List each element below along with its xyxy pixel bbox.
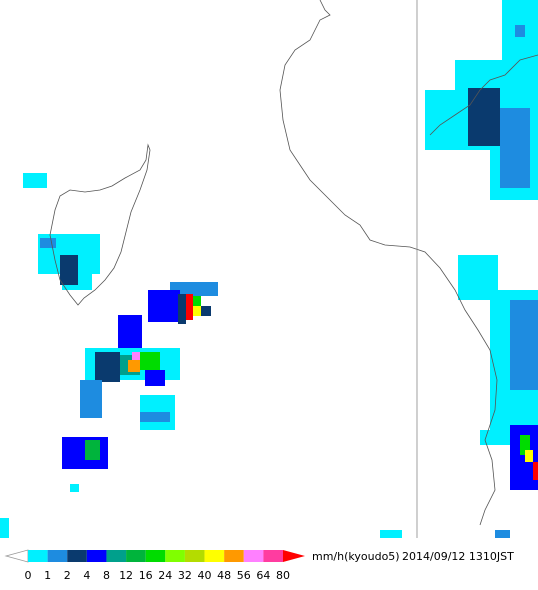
coastline bbox=[49, 143, 151, 306]
coastlines bbox=[49, 0, 538, 538]
colorbar-label: 0 bbox=[25, 569, 32, 582]
colorbar-label: 48 bbox=[217, 569, 231, 582]
colorbar-label: 8 bbox=[103, 569, 110, 582]
echo bbox=[170, 282, 218, 296]
echo bbox=[495, 530, 510, 538]
echo bbox=[193, 306, 201, 316]
colorbar-label: 56 bbox=[237, 569, 251, 582]
colorbar-label: 1 bbox=[44, 569, 51, 582]
colorbar-segment bbox=[224, 550, 244, 562]
echo bbox=[140, 352, 160, 370]
radar-echoes bbox=[0, 0, 538, 538]
echo bbox=[525, 450, 533, 462]
coastline bbox=[279, 0, 498, 526]
colorbar-label: 32 bbox=[178, 569, 192, 582]
colorbar-segment bbox=[67, 550, 87, 562]
echo bbox=[0, 518, 9, 538]
echo bbox=[520, 435, 530, 455]
colorbar-segment bbox=[86, 550, 107, 562]
echo bbox=[193, 296, 201, 306]
colorbar-segment bbox=[126, 550, 146, 562]
echo bbox=[85, 440, 100, 460]
echo bbox=[140, 412, 170, 422]
colorbar-label: 16 bbox=[139, 569, 153, 582]
colorbar-label: 12 bbox=[119, 569, 133, 582]
echo bbox=[148, 290, 180, 322]
echo bbox=[533, 462, 538, 480]
colorbar-label: 4 bbox=[83, 569, 90, 582]
colorbar-segment bbox=[28, 550, 48, 562]
echo bbox=[515, 25, 525, 37]
colorbar-label: 64 bbox=[256, 569, 270, 582]
echo bbox=[500, 108, 530, 188]
echo bbox=[186, 294, 193, 320]
unit-label: mm/h(kyoudo5) bbox=[312, 550, 400, 563]
echo bbox=[132, 352, 140, 360]
echo bbox=[70, 484, 79, 492]
colorbar-segment bbox=[165, 550, 185, 562]
echo bbox=[80, 380, 102, 418]
colorbar-label: 40 bbox=[198, 569, 212, 582]
colorbar-segment bbox=[243, 550, 264, 562]
echo bbox=[145, 370, 165, 386]
echo bbox=[201, 306, 211, 316]
echo bbox=[23, 173, 47, 188]
colorbar-segment bbox=[184, 550, 205, 562]
colorbar-label: 2 bbox=[64, 569, 71, 582]
echo bbox=[510, 300, 538, 390]
colorbar-over bbox=[283, 550, 305, 562]
colorbar-under bbox=[4, 549, 29, 563]
echo bbox=[40, 238, 56, 248]
colorbar-segment bbox=[204, 550, 225, 562]
colorbar-label: 80 bbox=[276, 569, 290, 582]
colorbar-segment bbox=[106, 550, 127, 562]
colorbar-segment bbox=[47, 550, 68, 562]
colorbar-segment bbox=[145, 550, 166, 562]
echo bbox=[178, 294, 186, 324]
echo bbox=[468, 88, 500, 146]
echo bbox=[60, 255, 78, 285]
echo bbox=[128, 360, 140, 372]
timestamp: 2014/09/12 1310JST bbox=[402, 550, 514, 563]
echo bbox=[380, 530, 402, 538]
echo bbox=[510, 425, 538, 490]
colorbar-label: 24 bbox=[158, 569, 172, 582]
coastline bbox=[429, 54, 538, 136]
colorbar-segment bbox=[263, 550, 283, 562]
echo bbox=[95, 352, 120, 382]
